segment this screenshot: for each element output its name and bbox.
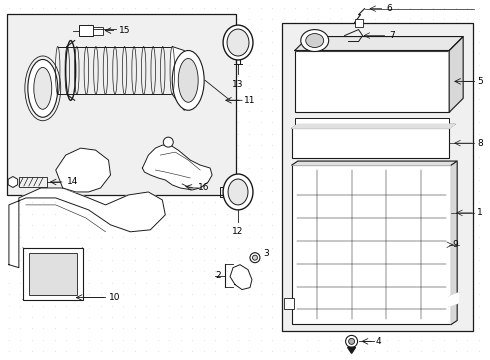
Bar: [23, 248, 83, 300]
Polygon shape: [56, 148, 111, 192]
Text: 12: 12: [232, 227, 244, 236]
Text: 8: 8: [477, 139, 483, 148]
Text: 10: 10: [108, 293, 120, 302]
Bar: [284, 298, 294, 310]
Ellipse shape: [28, 59, 58, 117]
Polygon shape: [295, 37, 463, 50]
Polygon shape: [9, 188, 165, 268]
Polygon shape: [451, 161, 457, 324]
Ellipse shape: [306, 33, 324, 48]
Ellipse shape: [252, 255, 257, 260]
Ellipse shape: [228, 179, 248, 205]
Bar: [295, 118, 449, 128]
Text: 2: 2: [216, 271, 221, 280]
Bar: [19, 177, 47, 187]
Bar: [29, 253, 76, 294]
Text: 4: 4: [375, 337, 381, 346]
Ellipse shape: [345, 336, 358, 347]
Polygon shape: [292, 161, 457, 165]
Text: 16: 16: [198, 184, 210, 193]
Bar: [355, 19, 363, 27]
Text: 15: 15: [119, 26, 130, 35]
Bar: [292, 165, 451, 324]
Bar: [7, 14, 236, 195]
Ellipse shape: [172, 50, 204, 110]
Polygon shape: [449, 37, 463, 112]
Ellipse shape: [250, 253, 260, 263]
Ellipse shape: [227, 29, 249, 56]
Ellipse shape: [348, 338, 355, 345]
Bar: [93, 27, 102, 35]
Text: 14: 14: [67, 177, 78, 186]
Polygon shape: [230, 265, 252, 289]
Text: 6: 6: [387, 4, 392, 13]
Polygon shape: [449, 293, 459, 306]
Ellipse shape: [223, 174, 253, 210]
Text: 1: 1: [477, 208, 483, 217]
Text: 7: 7: [390, 31, 395, 40]
Ellipse shape: [163, 137, 173, 147]
Polygon shape: [347, 347, 356, 353]
Polygon shape: [172, 46, 184, 110]
Bar: [282, 23, 473, 332]
Text: 11: 11: [244, 96, 255, 105]
Ellipse shape: [34, 67, 52, 109]
Text: 9: 9: [452, 240, 458, 249]
Text: 13: 13: [232, 80, 244, 89]
Ellipse shape: [223, 25, 253, 60]
Text: 5: 5: [477, 77, 483, 86]
Polygon shape: [143, 145, 212, 190]
Ellipse shape: [178, 58, 198, 102]
Ellipse shape: [301, 30, 329, 51]
Bar: [292, 128, 449, 158]
Polygon shape: [292, 124, 455, 128]
Bar: [78, 25, 93, 36]
Text: 3: 3: [263, 249, 269, 258]
Bar: [295, 50, 449, 112]
